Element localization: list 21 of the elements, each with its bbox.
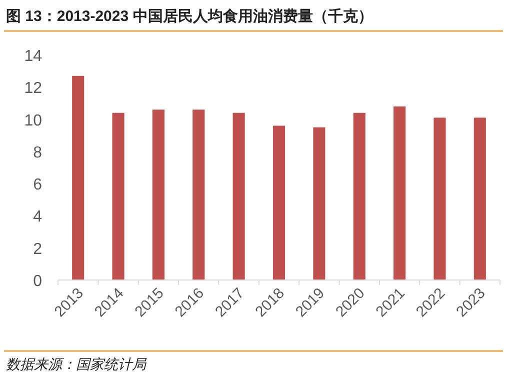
- y-tick-label: 0: [33, 273, 42, 290]
- bar: [112, 112, 124, 280]
- y-tick-label: 4: [33, 208, 42, 226]
- bar: [232, 112, 245, 280]
- y-tick-label: 2: [33, 240, 42, 258]
- bar: [394, 106, 406, 280]
- bar: [313, 127, 326, 280]
- y-tick-label: 8: [33, 144, 42, 162]
- bar: [192, 110, 205, 280]
- y-tick-label: 14: [24, 48, 42, 65]
- bar: [152, 110, 164, 280]
- bar: [72, 76, 84, 280]
- bar: [272, 126, 286, 280]
- y-tick-label: 10: [24, 112, 42, 130]
- chart-title: 图 13：2013-2023 中国居民人均食用油消费量（千克）: [6, 8, 373, 25]
- bar: [434, 118, 446, 280]
- y-tick-label: 12: [24, 80, 42, 98]
- y-tick-label: 6: [33, 176, 42, 194]
- bar: [474, 118, 486, 280]
- source-note: 数据来源：国家统计局: [6, 356, 147, 372]
- bar: [353, 112, 366, 280]
